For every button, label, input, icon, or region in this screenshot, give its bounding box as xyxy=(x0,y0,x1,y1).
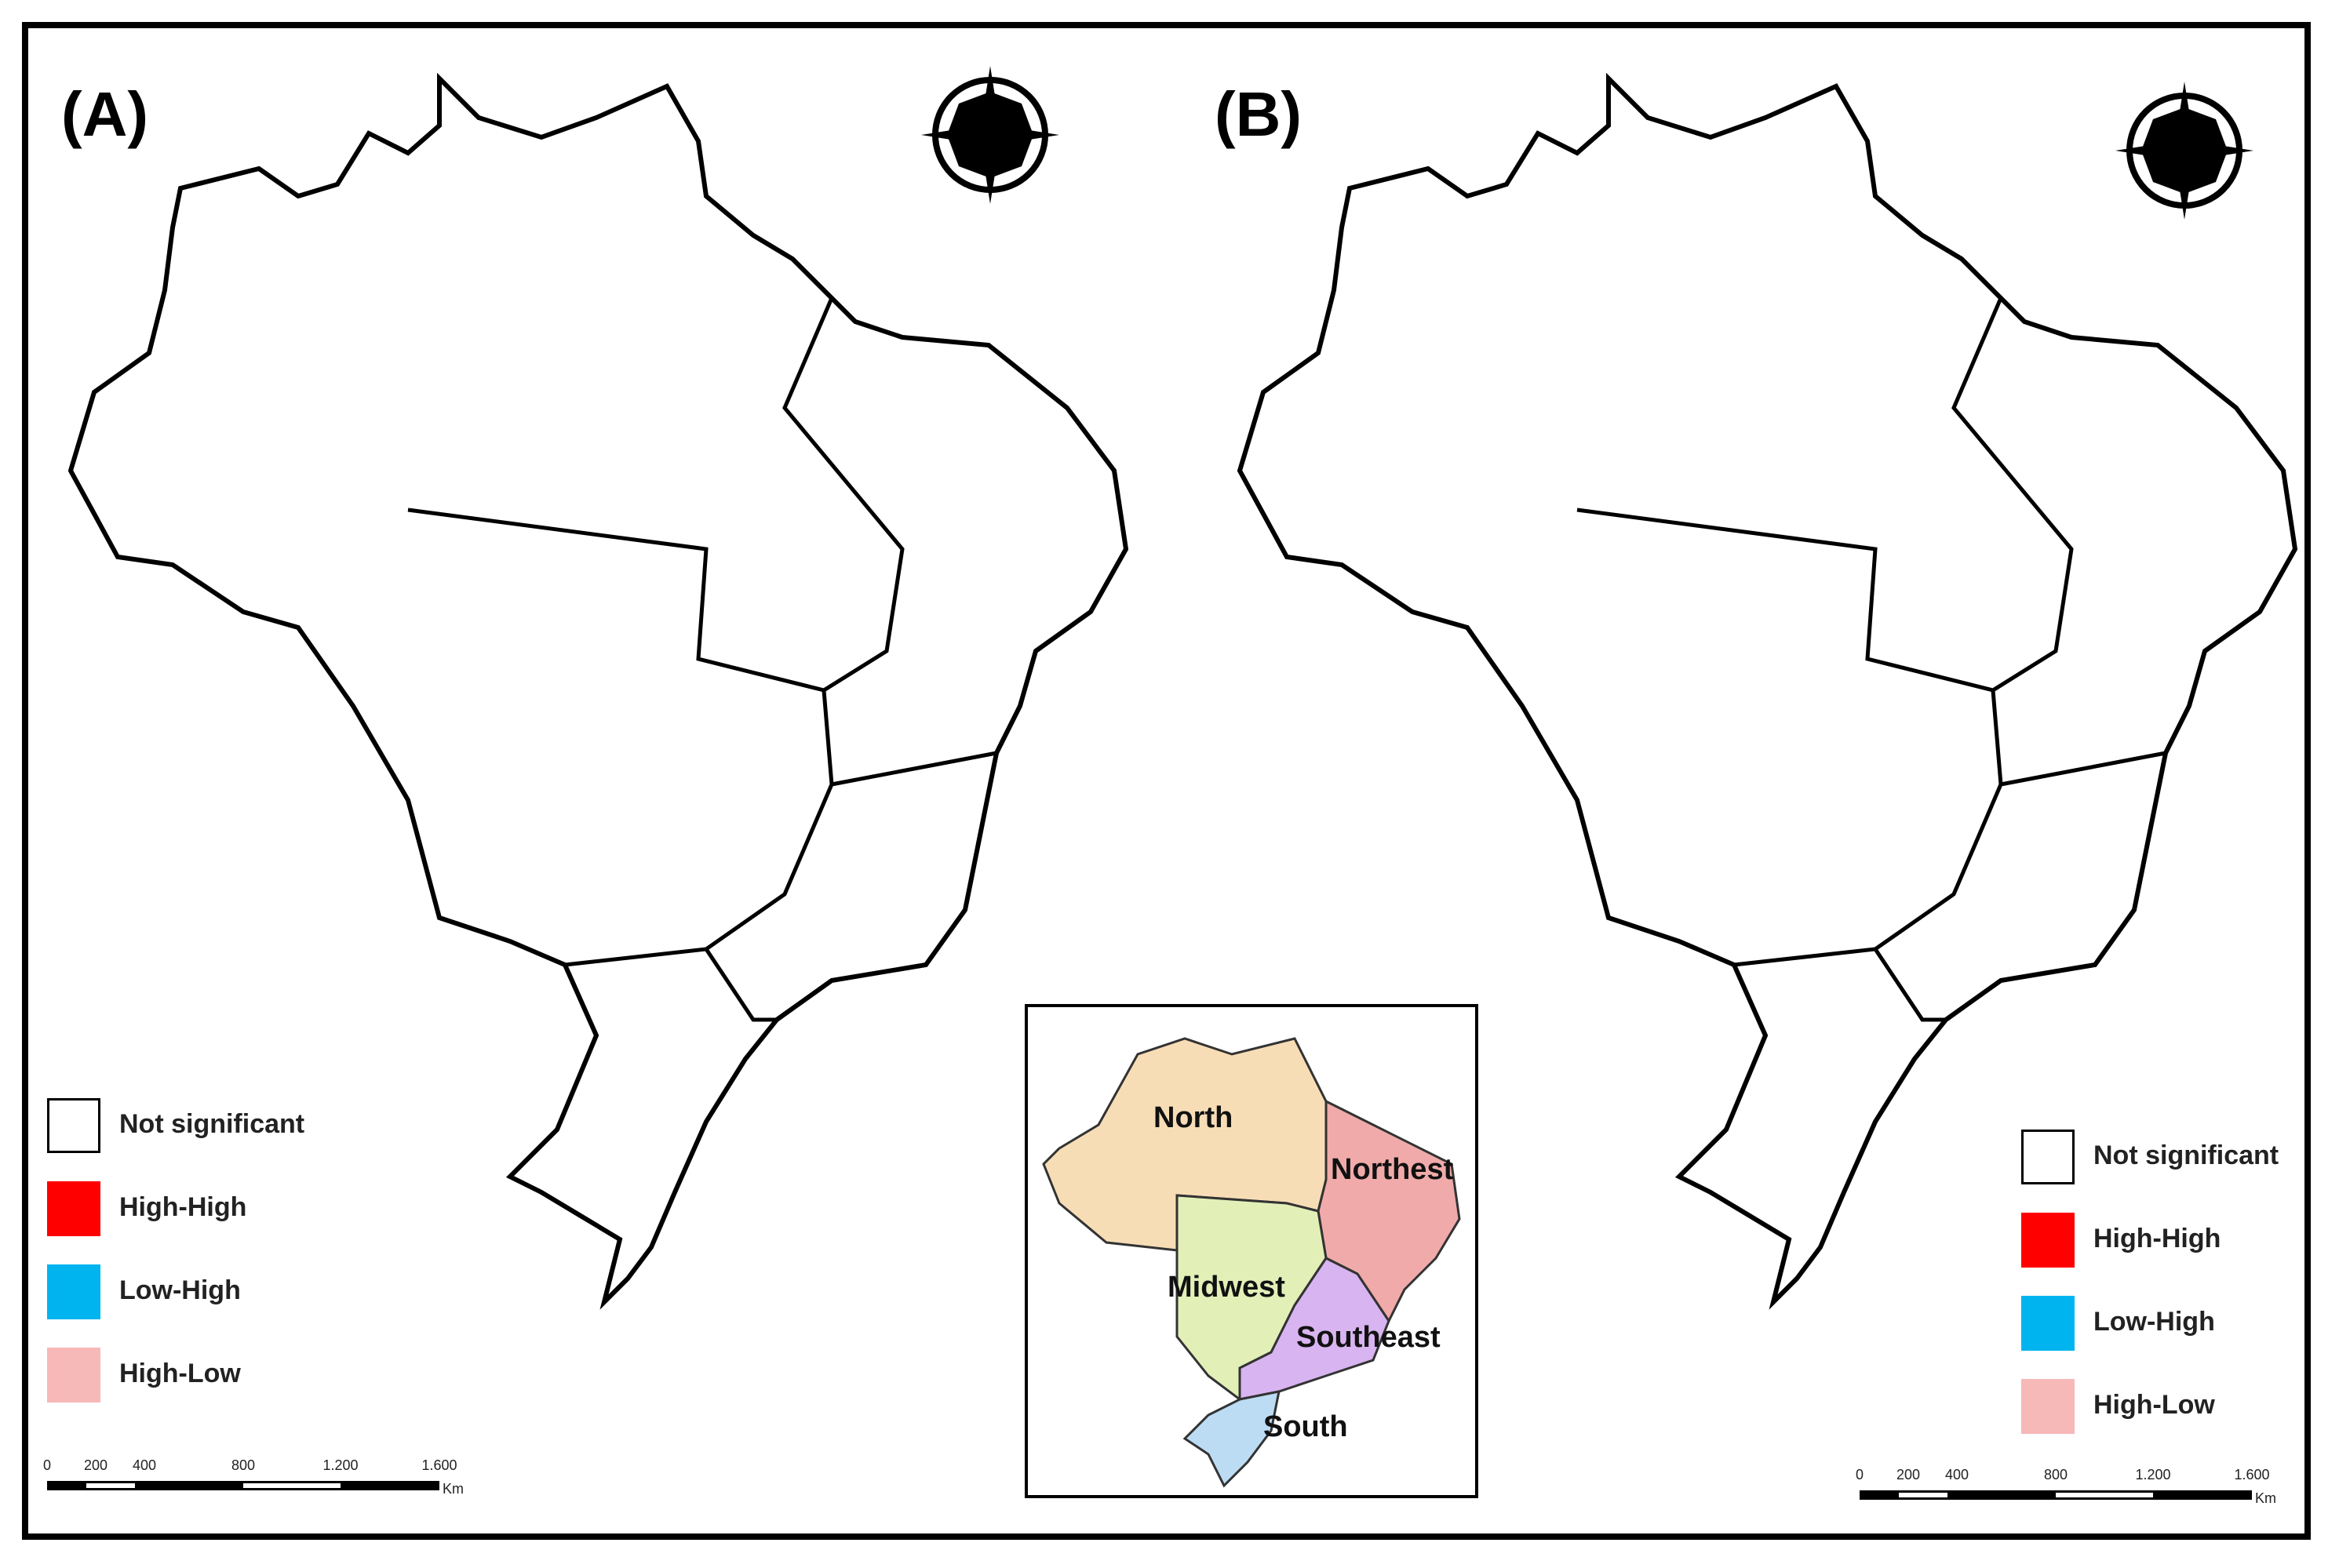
legend-item-low-high: Low-High xyxy=(2021,1296,2339,1355)
legend-label: Low-High xyxy=(119,1275,241,1305)
legend-label: High-Low xyxy=(119,1359,241,1388)
legend-swatch xyxy=(47,1181,100,1236)
scalebar-b: 0 200 400 800 1.200 1.600 Km xyxy=(1856,1467,2299,1514)
legend-item-high-high: High-High xyxy=(2021,1213,2339,1272)
region-boundary xyxy=(407,297,997,1022)
legend-item-low-high: Low-High xyxy=(47,1264,377,1324)
legend-swatch xyxy=(2021,1213,2075,1268)
inset-region-south xyxy=(1182,1390,1281,1488)
legend-label: High-High xyxy=(119,1192,247,1222)
scale-unit: Km xyxy=(2255,1490,2276,1506)
inset-label-southeast: Southeast xyxy=(1296,1321,1441,1354)
legend-label: Low-High xyxy=(2093,1307,2215,1337)
scale-tick: 1.200 xyxy=(2135,1467,2171,1483)
scale-unit: Km xyxy=(443,1481,464,1497)
inset-label-north: North xyxy=(1153,1101,1233,1134)
scale-tick: 0 xyxy=(1855,1467,1864,1483)
legend-swatch xyxy=(47,1264,100,1319)
compass-rose-icon xyxy=(2115,82,2253,220)
scale-tick: 800 xyxy=(231,1457,256,1473)
legend-b: Not significant High-High Low-High High-… xyxy=(2021,1130,2304,1451)
inset-label-midwest: Midwest xyxy=(1168,1271,1285,1304)
scalebar-graphic-b xyxy=(1860,1490,2252,1500)
scale-tick: 400 xyxy=(1944,1467,1969,1483)
inset-svg xyxy=(1042,1037,1461,1488)
scale-tick: 200 xyxy=(1896,1467,1921,1483)
panel-label-a: (A) xyxy=(61,79,149,149)
scalebar-a: 0 200 400 800 1.200 1.600 Km xyxy=(43,1457,486,1504)
inset-label-northeast: Northest xyxy=(1331,1153,1454,1186)
inset-region-northeast xyxy=(1317,1099,1461,1323)
scale-tick: 200 xyxy=(83,1457,108,1473)
scale-tick: 1.200 xyxy=(322,1457,359,1473)
legend-item-not-significant: Not significant xyxy=(2021,1130,2339,1189)
scale-tick: 400 xyxy=(132,1457,157,1473)
legend-item-high-low: High-Low xyxy=(2021,1379,2339,1439)
legend-swatch xyxy=(47,1348,100,1402)
legend-swatch xyxy=(2021,1379,2075,1434)
legend-label: High-Low xyxy=(2093,1390,2215,1420)
legend-label: Not significant xyxy=(2093,1141,2279,1170)
legend-item-high-low: High-Low xyxy=(47,1348,377,1407)
legend-item-not-significant: Not significant xyxy=(47,1098,377,1158)
inset-label-south: South xyxy=(1263,1410,1348,1443)
compass-rose-icon xyxy=(921,66,1059,204)
scale-tick: 800 xyxy=(2043,1467,2068,1483)
regions-inset-map: North Northest Midwest Southeast South xyxy=(1025,1004,1478,1498)
legend-a: Not significant High-High Low-High High-… xyxy=(47,1098,392,1420)
legend-swatch xyxy=(2021,1296,2075,1351)
scale-tick: 1.600 xyxy=(2234,1467,2270,1483)
region-boundary xyxy=(1576,297,2166,1022)
legend-swatch xyxy=(47,1098,100,1153)
scalebar-graphic-a xyxy=(47,1481,439,1490)
legend-label: Not significant xyxy=(119,1109,305,1139)
panel-label-b: (B) xyxy=(1215,79,1302,149)
legend-item-high-high: High-High xyxy=(47,1181,377,1241)
legend-swatch xyxy=(2021,1130,2075,1184)
scale-tick: 0 xyxy=(42,1457,52,1473)
legend-label: High-High xyxy=(2093,1224,2221,1253)
scale-tick: 1.600 xyxy=(421,1457,457,1473)
